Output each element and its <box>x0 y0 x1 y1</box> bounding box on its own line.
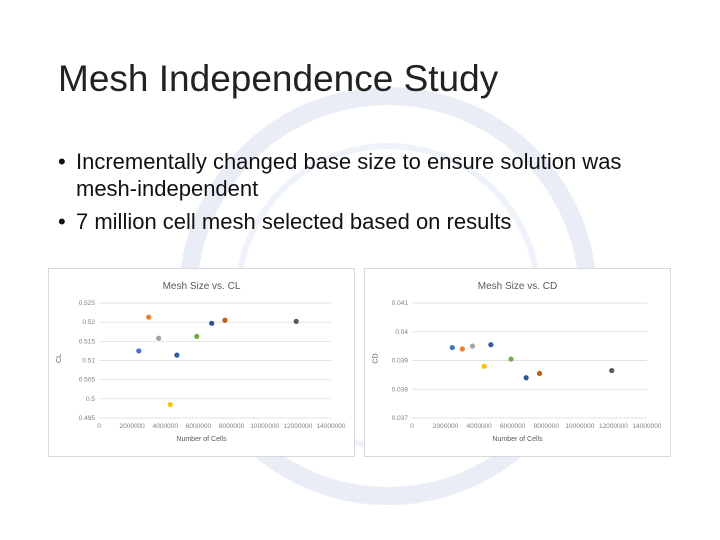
data-point <box>136 348 142 354</box>
y-tick-label: 0.5 <box>86 396 95 403</box>
x-tick-label: 14000000 <box>317 423 346 430</box>
x-tick-label: 0 <box>97 423 101 430</box>
x-tick-label: 8000000 <box>219 423 245 430</box>
data-point <box>174 352 180 358</box>
data-point <box>293 318 299 324</box>
data-point <box>508 356 514 362</box>
x-tick-label: 10000000 <box>250 423 279 430</box>
x-tick-label: 2000000 <box>119 423 145 430</box>
x-axis-label: Number of Cells <box>176 436 227 443</box>
x-tick-label: 6000000 <box>186 423 212 430</box>
y-tick-label: 0.041 <box>392 300 409 307</box>
y-tick-label: 0.525 <box>79 300 96 307</box>
y-tick-label: 0.037 <box>392 415 409 422</box>
data-point <box>209 320 215 326</box>
slide-title: Mesh Independence Study <box>58 58 499 99</box>
data-point <box>488 342 494 348</box>
x-tick-label: 12000000 <box>599 423 628 430</box>
data-point <box>609 367 615 374</box>
bullet-list: Incrementally changed base size to ensur… <box>58 148 678 241</box>
bullet-item: Incrementally changed base size to ensur… <box>58 148 678 202</box>
y-tick-label: 0.51 <box>82 358 95 365</box>
chart-plot-area: 0.495 0.5 0.505 0.51 0.515 0.52 0.525 0 2000000 4… <box>79 300 346 430</box>
x-tick-label: 14000000 <box>633 423 662 430</box>
x-tick-label: 10000000 <box>565 423 594 430</box>
chart-title: Mesh Size vs. CD <box>477 281 558 292</box>
chart-title: Mesh Size vs. CL <box>162 281 241 292</box>
x-tick-label: 12000000 <box>283 423 312 430</box>
data-point <box>469 343 476 349</box>
x-tick-label: 0 <box>410 423 414 430</box>
x-tick-label: 8000000 <box>534 423 560 430</box>
data-point <box>156 335 162 341</box>
y-tick-label: 0.515 <box>79 338 96 345</box>
data-point <box>523 375 529 381</box>
chart-mesh-size-vs-cl: Mesh Size vs. CL 0.495 0.5 0.505 0.51 0.515 0… <box>48 268 355 457</box>
y-tick-label: 0.04 <box>395 329 408 336</box>
data-point <box>481 363 487 369</box>
data-point <box>167 401 173 408</box>
x-axis-label: Number of Cells <box>492 436 543 443</box>
y-tick-label: 0.038 <box>392 386 409 393</box>
y-axis-label: CD <box>372 353 380 364</box>
x-tick-label: 4000000 <box>466 423 492 430</box>
y-tick-label: 0.495 <box>79 415 96 422</box>
x-tick-label: 2000000 <box>433 423 459 430</box>
chart-plot-area: 0.037 0.038 0.039 0.04 0.041 0 2000000 4000000 6… <box>392 300 662 430</box>
data-point <box>536 370 543 377</box>
chart-mesh-size-vs-cd: Mesh Size vs. CD 0.037 0.038 0.039 0.04 0.04… <box>364 268 671 457</box>
y-tick-label: 0.039 <box>392 358 409 365</box>
bullet-item: 7 million cell mesh selected based on re… <box>58 208 678 235</box>
data-point <box>146 314 152 320</box>
data-point <box>222 317 228 323</box>
data-point <box>449 344 455 351</box>
x-tick-label: 6000000 <box>500 423 526 430</box>
y-tick-label: 0.52 <box>82 319 95 326</box>
y-tick-label: 0.505 <box>79 377 96 384</box>
y-axis-label: CL <box>55 354 63 363</box>
data-point <box>459 346 465 352</box>
x-tick-label: 4000000 <box>153 423 179 430</box>
data-point <box>194 333 200 339</box>
